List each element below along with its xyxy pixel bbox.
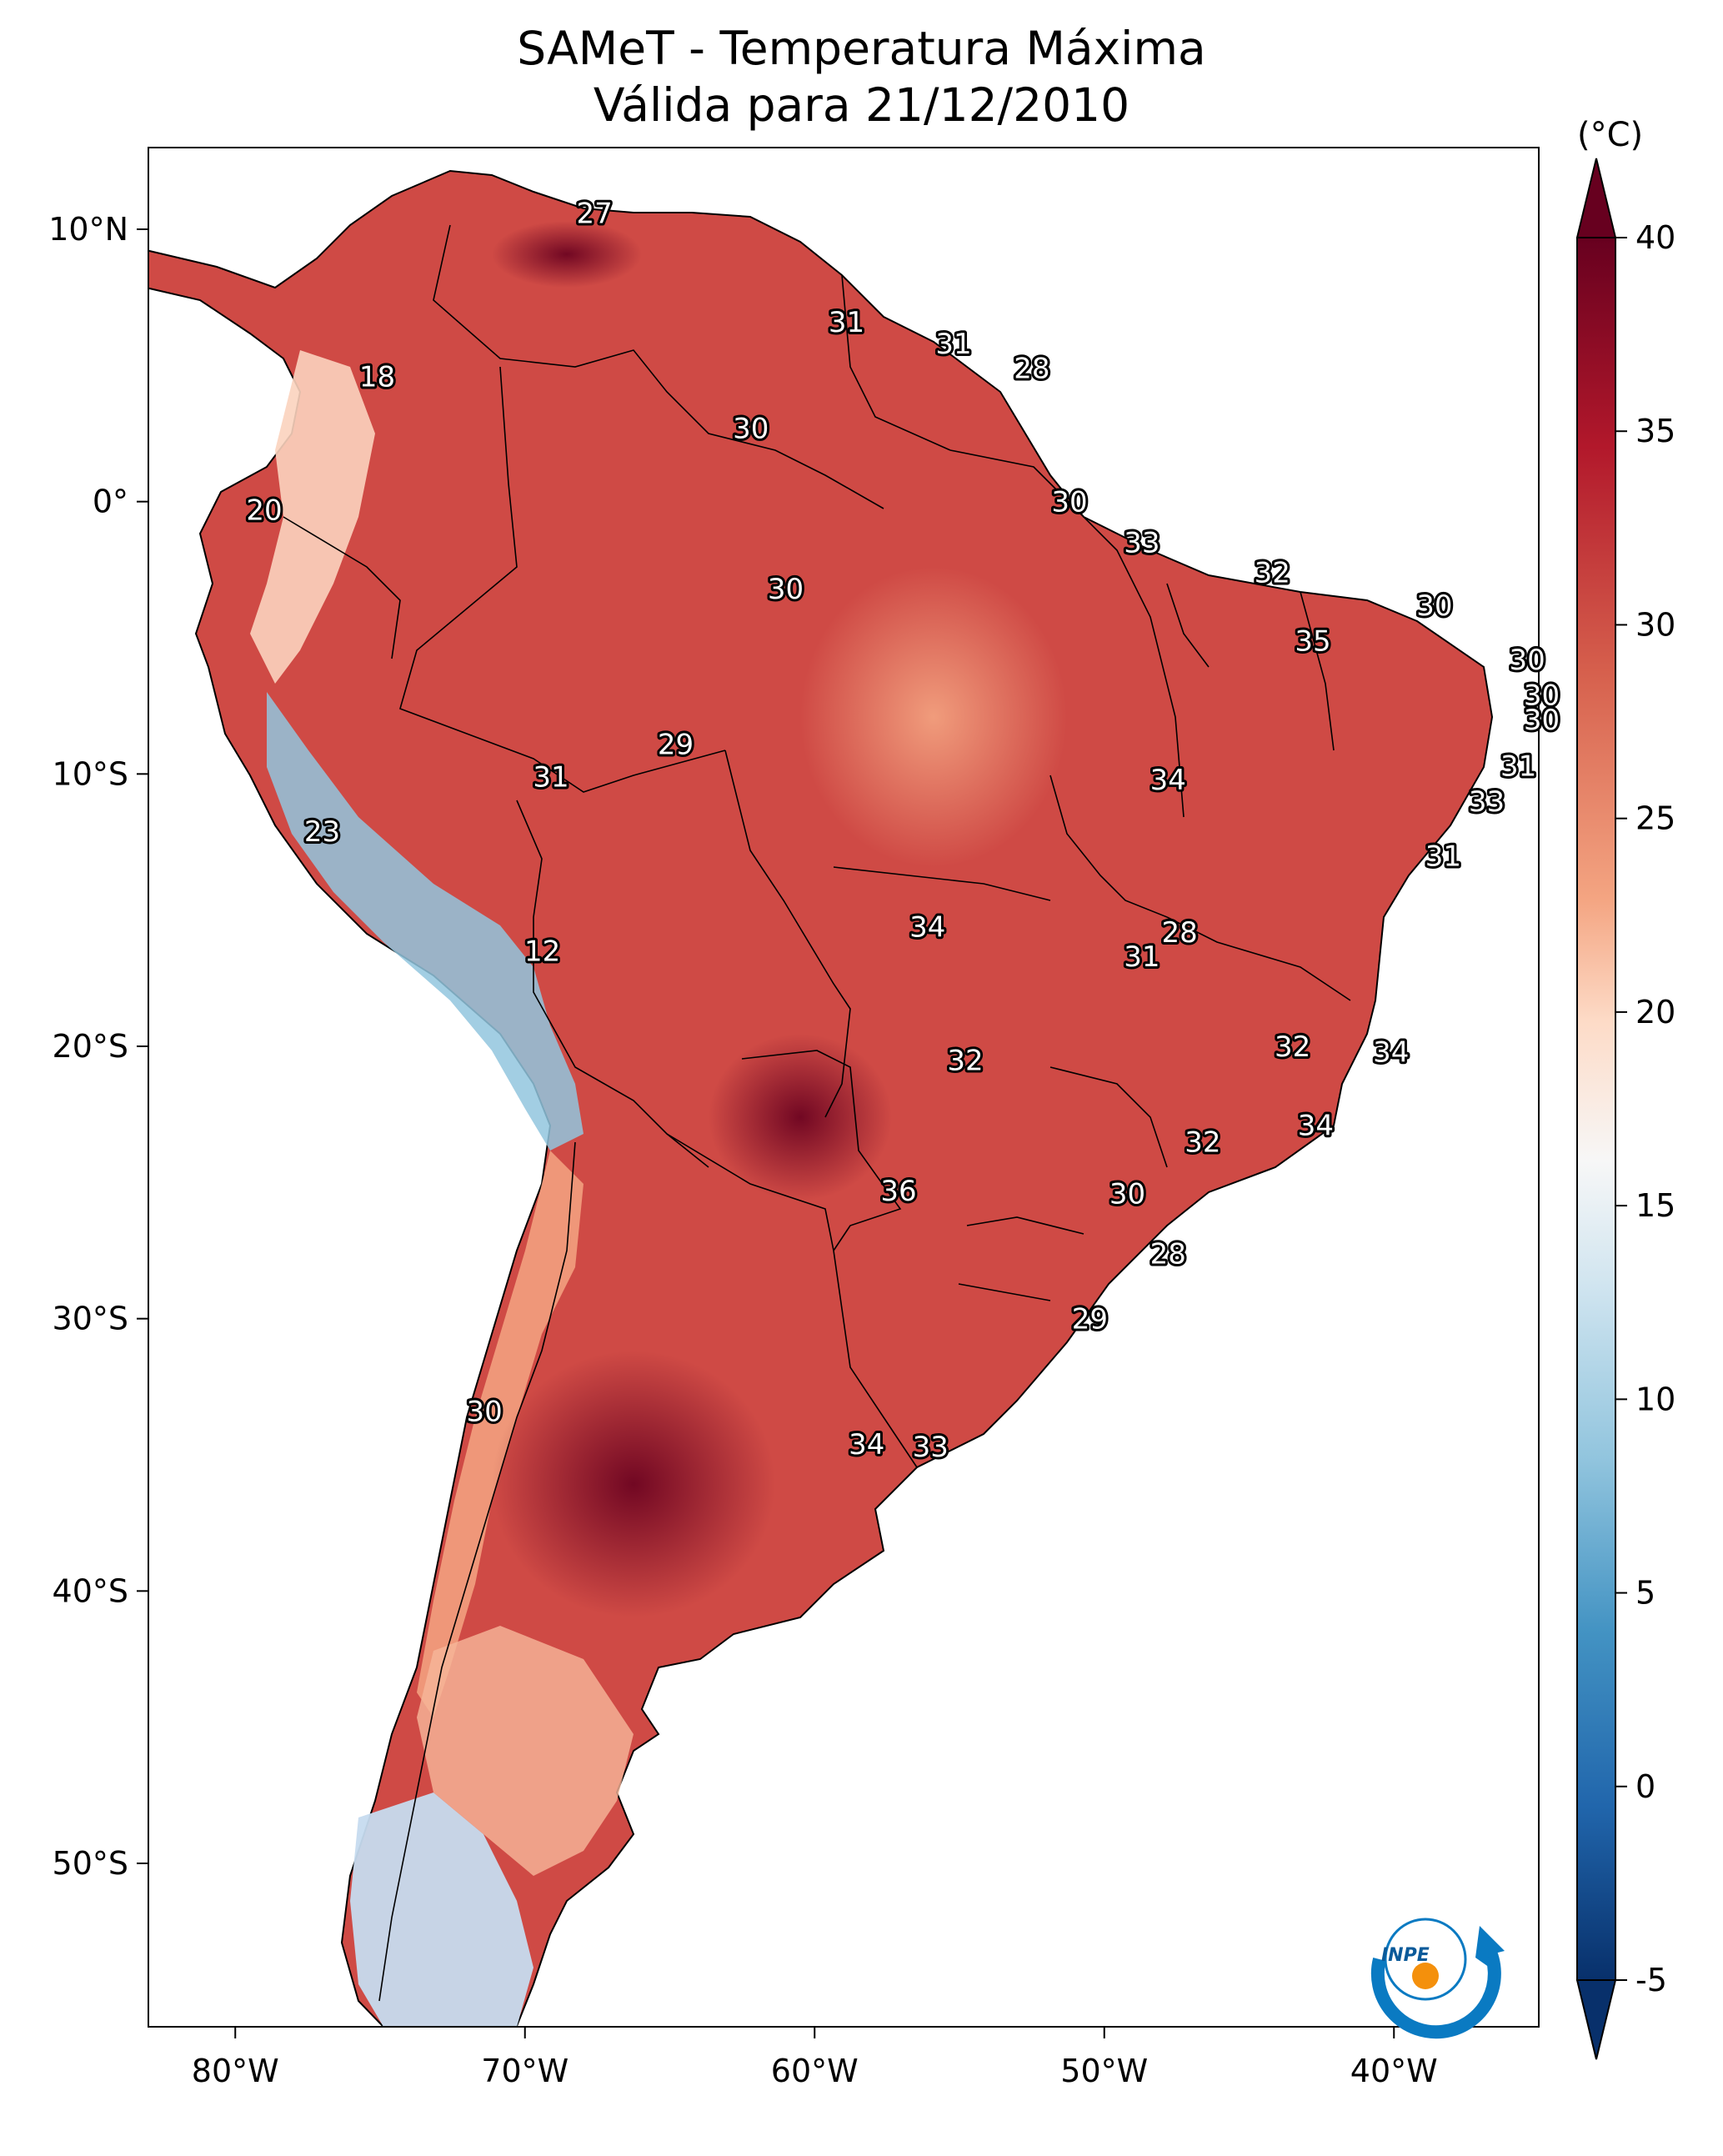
- station-value-label: 33: [913, 1431, 949, 1464]
- station-value-label: 35: [1295, 624, 1330, 658]
- station-value-label: 31: [935, 328, 971, 361]
- station-value-label: 36: [880, 1175, 916, 1208]
- patagonia-cool-band: [350, 1792, 533, 2027]
- patagonia-warm-band: [417, 1626, 634, 1876]
- station-value-label: 29: [1072, 1303, 1108, 1336]
- colorbar-max-arrow: [1575, 158, 1617, 238]
- colorbar-tick-label: 10: [1635, 1381, 1675, 1417]
- station-value-label: 33: [1469, 785, 1505, 819]
- lat-tick-label: 10°N: [48, 211, 128, 248]
- colorbar-tick-label: 5: [1635, 1575, 1655, 1612]
- station-value-label: 28: [1150, 1237, 1186, 1271]
- hotspot-paraguay: [709, 1034, 892, 1201]
- warm-central-brazil: [800, 567, 1067, 867]
- colorbar-tick-label: 25: [1635, 800, 1675, 837]
- colorbar-tick-label: 40: [1635, 219, 1675, 256]
- colorbar-tick-label: 20: [1635, 994, 1675, 1030]
- station-value-label: 32: [1275, 1030, 1310, 1064]
- station-value-label: 34: [849, 1428, 884, 1462]
- colorbar-bar: [1576, 237, 1616, 1981]
- country-borders: [283, 224, 1351, 2002]
- station-value-label: 30: [1416, 589, 1452, 623]
- colorbar-tick-label: 35: [1635, 413, 1675, 449]
- station-value-label: 29: [658, 728, 694, 761]
- station-value-label: 34: [1373, 1036, 1409, 1070]
- station-value-label: 31: [1500, 750, 1536, 784]
- station-value-label: 30: [1109, 1177, 1145, 1211]
- station-value-label: 34: [1298, 1110, 1334, 1143]
- hotspot-venezuela: [492, 221, 642, 288]
- colorbar-unit: (°C): [1577, 116, 1643, 154]
- inpe-logo-text: INPE: [1381, 1945, 1430, 1966]
- lon-tick-label: 50°W: [1060, 2053, 1148, 2089]
- station-value-label: 28: [1161, 916, 1197, 950]
- lon-tick-label: 70°W: [481, 2053, 568, 2089]
- colorbar-tick-label: 0: [1635, 1768, 1655, 1805]
- lon-tick-label: 60°W: [771, 2053, 859, 2089]
- map-frame: [148, 147, 1540, 2028]
- station-value-label: 27: [577, 197, 613, 230]
- latitude-axis: 10°N 0° 10°S 20°S 30°S 40°S 50°S: [48, 211, 148, 1882]
- station-value-label: 30: [733, 412, 769, 445]
- station-value-label: 23: [304, 815, 340, 849]
- station-value-label: 30: [466, 1396, 502, 1429]
- lat-tick-label: 10°S: [53, 755, 128, 792]
- station-value-label: 32: [947, 1044, 983, 1077]
- colorbar-tick-label: 15: [1635, 1187, 1675, 1224]
- station-value-label: 20: [246, 494, 282, 527]
- station-value-label: 18: [359, 360, 395, 394]
- map-title: SAMeT - Temperatura Máxima: [517, 22, 1206, 75]
- station-value-label: 31: [533, 761, 568, 795]
- lon-tick-label: 80°W: [192, 2053, 279, 2089]
- lat-tick-label: 40°S: [53, 1572, 128, 1609]
- lat-tick-label: 20°S: [53, 1028, 128, 1065]
- hotspot-argentina: [492, 1351, 775, 1617]
- station-value-label: 32: [1185, 1126, 1220, 1159]
- station-value-label: 34: [1150, 764, 1186, 797]
- lon-tick-label: 40°W: [1350, 2053, 1438, 2089]
- lat-tick-label: 30°S: [53, 1301, 128, 1337]
- andes-mild-band: [250, 350, 375, 684]
- lat-tick-label: 50°S: [53, 1845, 128, 1882]
- longitude-axis: 80°W 70°W 60°W 50°W 40°W: [192, 2027, 1438, 2089]
- colorbar-tick-label: -5: [1635, 1962, 1667, 1998]
- station-value-label: 28: [1014, 353, 1049, 386]
- station-value-label: 30: [768, 573, 804, 606]
- station-value-label: 30: [1051, 486, 1087, 519]
- station-value-label: 30: [1509, 644, 1545, 677]
- andes-cool-band: [267, 692, 584, 1151]
- station-value-label: 30: [1524, 679, 1560, 713]
- chile-mild-band: [417, 1151, 584, 1717]
- map-subtitle: Válida para 21/12/2010: [593, 78, 1130, 132]
- station-value-label: 12: [524, 935, 560, 969]
- colorbar: (°C) 40 35 30 25 20 15 10 5 0 -5: [1575, 116, 1675, 2060]
- colorbar-ticks: 40 35 30 25 20 15 10 5 0 -5: [1615, 219, 1675, 1998]
- lat-tick-label: 0°: [93, 484, 128, 520]
- inpe-logo: INPE: [1370, 1918, 1505, 2039]
- station-value-label: 31: [1124, 940, 1160, 974]
- colorbar-min-arrow: [1575, 1979, 1617, 2060]
- station-value-label: 32: [1255, 557, 1290, 590]
- station-value-label: 31: [1425, 840, 1461, 873]
- station-value-label: 30: [1524, 704, 1560, 737]
- station-value-label: 33: [1124, 527, 1160, 560]
- station-value-label: 34: [909, 910, 945, 944]
- station-value-label: 31: [829, 306, 864, 339]
- colorbar-tick-label: 30: [1635, 606, 1675, 643]
